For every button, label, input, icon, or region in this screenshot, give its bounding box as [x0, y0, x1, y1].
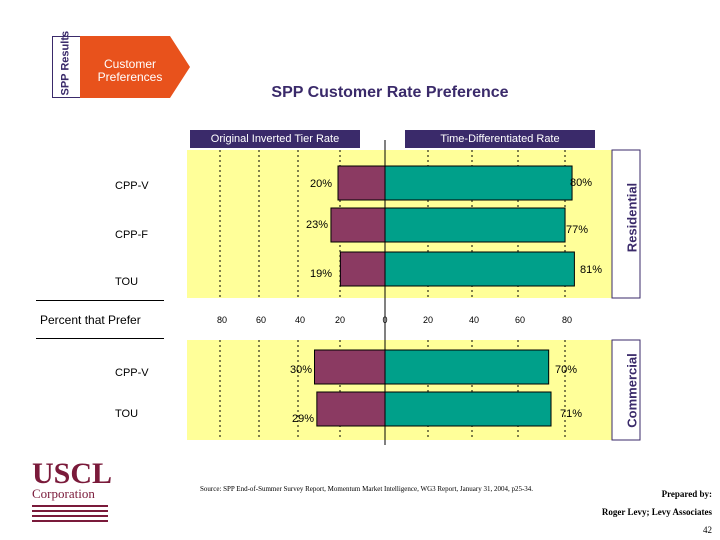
bar-left-residential-cpp-f: [330, 207, 386, 243]
bar-right-residential-tou: [384, 251, 575, 287]
res-cppf-right-label: 77%: [566, 224, 589, 236]
left-column-header: Original Inverted Tier Rate: [190, 130, 360, 148]
res-category-cppf: CPP-F: [115, 229, 148, 241]
res-category-tou: TOU: [115, 276, 139, 288]
res-tou-left-label: 19%: [310, 268, 333, 280]
bar-left-residential-tou: [339, 251, 386, 287]
res-cppv-left-label: 20%: [310, 178, 333, 190]
tick-label: 20: [334, 315, 345, 325]
axis-label: Percent that Prefer: [40, 313, 141, 327]
bar-left-residential-cpp-v: [337, 165, 386, 201]
com-cppv-left-label: 30%: [290, 364, 313, 376]
logo-stripe: [32, 510, 108, 512]
bar-left-commercial-tou: [316, 391, 386, 427]
tick-label: 80: [216, 315, 227, 325]
page-title: SPP Customer Rate Preference: [271, 84, 509, 101]
logo-stripe: [32, 515, 108, 517]
tick-label: 40: [468, 315, 479, 325]
tick-label: 0: [382, 315, 388, 325]
source-note: Source: SPP End-of-Summer Survey Report,…: [200, 485, 534, 493]
bar-right-commercial-cpp-v: [384, 349, 550, 385]
res-category-cppv: CPP-V: [115, 180, 149, 192]
page-number: 42: [703, 525, 712, 535]
res-cppf-left-label: 23%: [306, 219, 329, 231]
prepared-by-label: Prepared by:: [661, 489, 712, 499]
com-category-cppv: CPP-V: [115, 367, 149, 379]
logo-stripe: [32, 520, 108, 522]
com-cppv-right-label: 70%: [555, 364, 578, 376]
bar-left-commercial-cpp-v: [314, 349, 386, 385]
bar-right-residential-cpp-v: [384, 165, 573, 201]
com-tou-left-label: 29%: [292, 413, 315, 425]
tick-label: 20: [422, 315, 433, 325]
company-logo: USCL: [32, 457, 113, 490]
section-arrow: [80, 36, 190, 98]
tick-label: 60: [255, 315, 266, 325]
right-column-header: Time-Differentiated Rate: [405, 130, 595, 148]
tick-label: 60: [514, 315, 525, 325]
results-tab: [52, 36, 82, 98]
bar-right-commercial-tou: [384, 391, 552, 427]
author-name: Roger Levy; Levy Associates: [601, 507, 712, 517]
section-arrow-label: Customer Preferences: [97, 57, 163, 84]
logo-stripe: [32, 505, 108, 507]
tick-label: 80: [561, 315, 572, 325]
segment-label-residential: Residential: [624, 182, 640, 253]
tick-label: 40: [294, 315, 305, 325]
com-category-tou: TOU: [115, 408, 139, 420]
res-tou-right-label: 81%: [580, 264, 603, 276]
residential-panel-side: [611, 149, 641, 299]
res-cppv-right-label: 80%: [570, 177, 593, 189]
commercial-panel-side: [611, 339, 641, 441]
divider-line: [36, 300, 164, 301]
segment-label-commercial: Commercial: [624, 353, 640, 428]
company-logo-subtitle: Corporation: [32, 486, 95, 501]
com-tou-right-label: 71%: [560, 408, 583, 420]
divider-line: [36, 338, 164, 339]
bar-right-residential-cpp-f: [384, 207, 566, 243]
